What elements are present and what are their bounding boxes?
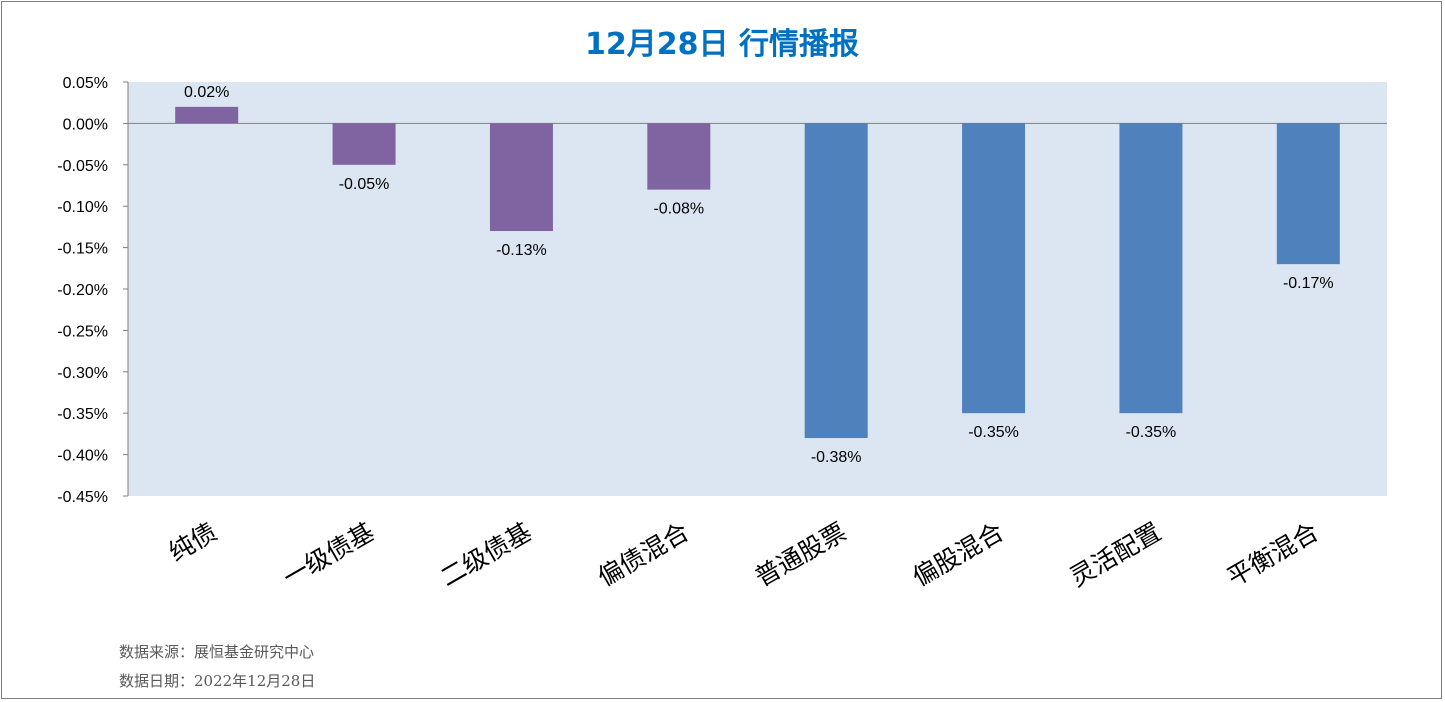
source-note: 数据来源：展恒基金研究中心 <box>119 643 314 661</box>
category-label: 偏股混合 <box>907 517 1008 592</box>
data-label: -0.05% <box>339 176 390 193</box>
y-tick-label: 0.00% <box>63 116 108 133</box>
bar <box>175 106 239 124</box>
x-axis-categories: 纯债 一级债基 二级债基 偏债混合 普通股票 偏股混合 灵活配置 平衡混合 <box>164 517 1323 592</box>
y-tick-label: -0.25% <box>57 323 108 340</box>
data-label: -0.08% <box>653 201 704 218</box>
bar <box>332 123 396 165</box>
bar <box>1119 123 1183 414</box>
data-label: -0.35% <box>968 424 1019 441</box>
category-label: 一级债基 <box>278 517 379 592</box>
data-label: -0.13% <box>496 242 547 259</box>
y-tick-label: -0.10% <box>57 199 108 216</box>
plot-area <box>128 82 1387 496</box>
category-label: 偏债混合 <box>593 517 694 592</box>
data-label: -0.17% <box>1283 275 1334 292</box>
y-tick-label: -0.30% <box>57 365 108 382</box>
y-tick-label: -0.15% <box>57 241 108 258</box>
y-tick-label: -0.35% <box>57 406 108 423</box>
bar <box>489 123 553 232</box>
bar <box>804 123 868 439</box>
bar <box>1276 123 1340 265</box>
category-label: 二级债基 <box>435 517 536 592</box>
chart-title: 12月28日 行情播报 <box>585 27 859 62</box>
y-tick-label: -0.05% <box>57 158 108 175</box>
y-tick-label: -0.40% <box>57 448 108 465</box>
category-label: 普通股票 <box>750 517 851 592</box>
bar <box>647 123 711 190</box>
category-label: 灵活配置 <box>1065 517 1166 592</box>
category-label: 平衡混合 <box>1222 517 1323 592</box>
data-label: -0.38% <box>811 449 862 466</box>
data-labels: 0.02% -0.05% -0.13% -0.08% -0.38% -0.35% -0.35… <box>184 84 1334 466</box>
category-label: 纯债 <box>164 517 222 567</box>
bars <box>175 106 1340 439</box>
date-note: 数据日期：2022年12月28日 <box>119 672 315 690</box>
y-tick-label: 0.05% <box>63 75 108 92</box>
y-tick-label: -0.20% <box>57 282 108 299</box>
y-tick-label: -0.45% <box>57 489 108 506</box>
data-label: 0.02% <box>184 84 229 101</box>
bar <box>962 123 1026 414</box>
data-label: -0.35% <box>1126 424 1177 441</box>
